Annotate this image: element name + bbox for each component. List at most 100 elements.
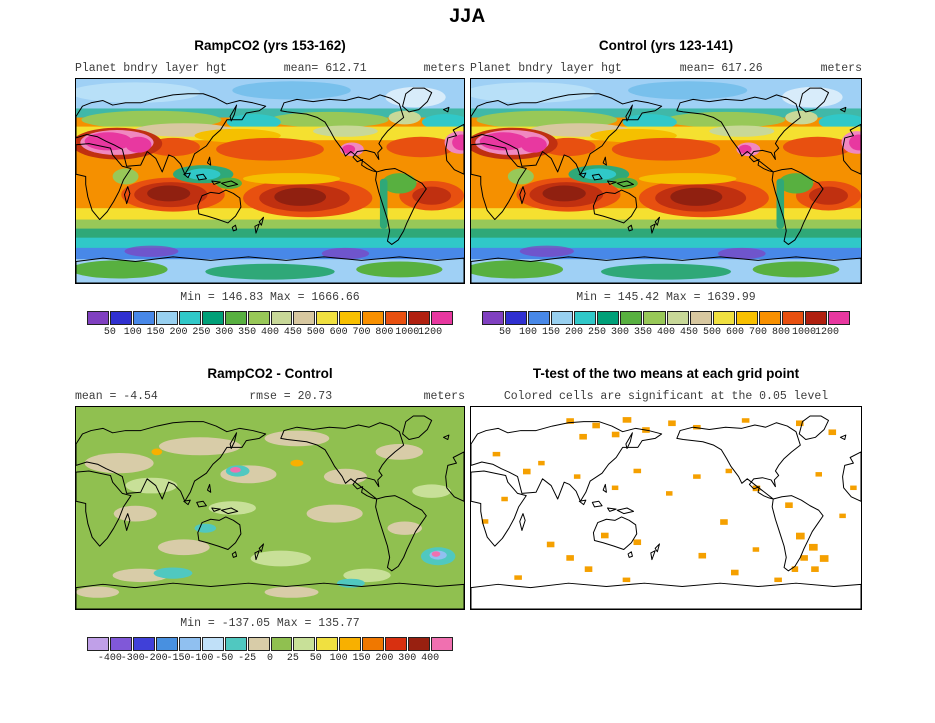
colorbar-tick-label: 1200	[418, 327, 443, 338]
colorbar-tick-label: -150	[166, 653, 191, 664]
colorbar-tick-label: -25	[238, 653, 257, 664]
colorbar-segment	[597, 311, 620, 325]
colorbar-segment	[620, 311, 643, 325]
mean-value: mean = -4.54	[75, 390, 158, 403]
colorbar-segment	[385, 637, 408, 651]
colorbar-segment	[505, 311, 528, 325]
colorbar-segment	[247, 637, 270, 651]
colorbar-absolute-left: 50 100 150 200 250 300 350 400 450 500 600 700 800 10…	[87, 311, 453, 340]
variable-label: Planet bndry layer hgt	[75, 62, 227, 75]
colorbar-difference: -400 -300 -200 -150 -100 -50 -25 0 25 50 100 150 200…	[87, 637, 453, 666]
colorbar-segment	[293, 311, 316, 325]
colorbar-segment	[482, 311, 505, 325]
colorbar-segment	[551, 311, 574, 325]
colorbar-tick-label: -400	[97, 653, 122, 664]
figure-page: JJA RampCO2 (yrs 153-162) Planet bndry l…	[75, 6, 862, 666]
colorbar-segments	[87, 311, 453, 325]
colorbar-segment	[87, 311, 109, 325]
colorbar-segment	[224, 637, 247, 651]
colorbar-tick-label: 350	[238, 327, 257, 338]
significant-cells	[481, 417, 857, 583]
colorbar-segments	[482, 311, 850, 325]
colorbar-segment	[270, 637, 293, 651]
colorbar-tick-labels: 50 100 150 200 250 300 350 400 450 500 600 700 800 10…	[87, 327, 453, 340]
colorbar-segment	[827, 311, 850, 325]
colorbar-tick-labels: 50 100 150 200 250 300 350 400 450 500 600 700 800 10…	[482, 327, 850, 340]
colorbar-segment	[316, 311, 339, 325]
colorbar-segment	[109, 311, 132, 325]
colorbar-segment	[804, 311, 827, 325]
colorbar-segment	[385, 311, 408, 325]
colorbar-tick-label: -300	[120, 653, 145, 664]
colorbar-tick-label: 100	[518, 327, 538, 338]
colorbar-tick-label: 250	[587, 327, 607, 338]
panel-title-difference: RampCO2 - Control	[207, 366, 333, 381]
colorbar-tick-label: 400	[260, 327, 280, 338]
coastlines	[471, 416, 861, 609]
map-rampco2	[75, 78, 465, 284]
colorbar-segment	[132, 311, 155, 325]
colorbar-tick-label: 700	[748, 327, 768, 338]
colorbar-tick-label: 1200	[814, 327, 840, 338]
panel-rampco2: RampCO2 (yrs 153-162) Planet bndry layer…	[75, 38, 465, 340]
rmse-value: rmse = 20.73	[249, 390, 333, 403]
colorbar-tick-label: 350	[633, 327, 653, 338]
colorbar-tick-label: 25	[286, 653, 299, 664]
colorbar-segment	[224, 311, 247, 325]
colorbar-tick-label: 50	[498, 327, 512, 338]
colorbar-tick-label: 150	[352, 653, 371, 664]
colorbar-segment	[247, 311, 270, 325]
mean-value: mean= 617.26	[679, 62, 763, 75]
colorbar-segment	[408, 311, 431, 325]
colorbar-tick-label: 400	[656, 327, 676, 338]
colorbar-segment	[132, 637, 155, 651]
colorbar-segment	[339, 637, 362, 651]
minmax-label-control: Min = 145.42 Max = 1639.99	[576, 291, 756, 304]
map-control	[470, 78, 862, 284]
colorbar-segments	[87, 637, 453, 651]
colorbar-tick-labels: -400 -300 -200 -150 -100 -50 -25 0 25 50 100 150 200…	[87, 653, 453, 666]
map-difference	[75, 406, 465, 610]
stats-row-rampco2: Planet bndry layer hgt mean= 612.71 mete…	[75, 62, 465, 75]
colorbar-segment	[155, 311, 178, 325]
colorbar-tick-label: 150	[541, 327, 561, 338]
colorbar-segment	[758, 311, 781, 325]
colorbar-segment	[431, 311, 453, 325]
colorbar-tick-label: 300	[398, 653, 417, 664]
colorbar-tick-label: -200	[143, 653, 168, 664]
colorbar-tick-label: -100	[189, 653, 214, 664]
colorbar-segment	[431, 637, 453, 651]
colorbar-segment	[574, 311, 597, 325]
colorbar-tick-label: -50	[215, 653, 234, 664]
colorbar-tick-label: 300	[215, 327, 234, 338]
colorbar-segment	[155, 637, 178, 651]
units-label: meters	[423, 390, 465, 403]
colorbar-segment	[339, 311, 362, 325]
panel-title-ttest: T-test of the two means at each grid poi…	[532, 366, 800, 381]
colorbar-tick-label: 800	[771, 327, 791, 338]
panel-control: Control (yrs 123-141) Planet bndry layer…	[470, 38, 862, 340]
coastlines	[471, 88, 861, 283]
world-map-control	[471, 79, 861, 283]
colorbar-tick-label: 200	[375, 653, 394, 664]
colorbar-segment	[270, 311, 293, 325]
colorbar-absolute-right: 50 100 150 200 250 300 350 400 450 500 600 700 800 10…	[482, 311, 850, 340]
colorbar-tick-label: 800	[375, 327, 394, 338]
colorbar-segment	[362, 311, 385, 325]
colorbar-tick-label: 450	[679, 327, 699, 338]
colorbar-tick-label: 200	[564, 327, 584, 338]
colorbar-tick-label: 150	[146, 327, 165, 338]
world-map-ttest	[471, 407, 861, 609]
ttest-subtitle: Colored cells are significant at the 0.0…	[503, 390, 829, 403]
colorbar-segment	[643, 311, 666, 325]
panel-title-rampco2: RampCO2 (yrs 153-162)	[194, 38, 346, 53]
colorbar-tick-label: 400	[421, 653, 440, 664]
world-map-rampco2	[76, 79, 464, 283]
colorbar-segment	[666, 311, 689, 325]
colorbar-segment	[87, 637, 109, 651]
world-map-difference	[76, 407, 464, 609]
figure-title: JJA	[449, 6, 486, 27]
minmax-label-difference: Min = -137.05 Max = 135.77	[180, 617, 360, 630]
colorbar-segment	[178, 311, 201, 325]
colorbar-tick-label: 0	[266, 653, 274, 664]
